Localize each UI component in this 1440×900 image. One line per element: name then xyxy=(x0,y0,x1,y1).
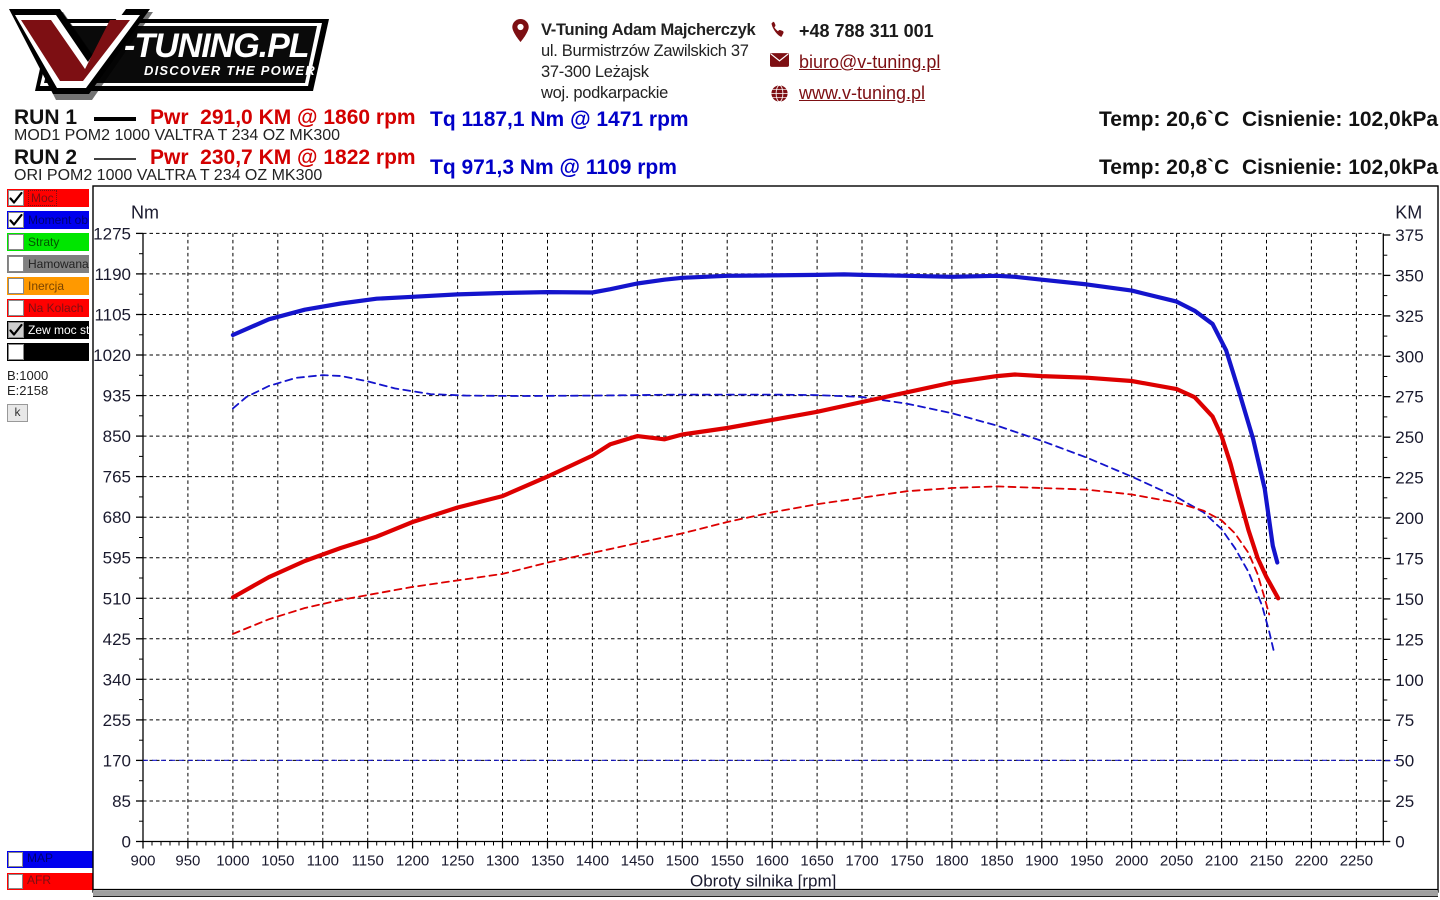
svg-text:275: 275 xyxy=(1395,388,1423,407)
svg-text:1350: 1350 xyxy=(531,853,564,870)
svg-text:1020: 1020 xyxy=(93,346,131,365)
svg-text:1400: 1400 xyxy=(576,853,609,870)
svg-text:425: 425 xyxy=(103,630,131,649)
svg-text:1150: 1150 xyxy=(352,853,384,870)
svg-text:150: 150 xyxy=(1395,590,1423,609)
svg-text:300: 300 xyxy=(1395,347,1423,366)
svg-text:Obroty silnika [rpm]: Obroty silnika [rpm] xyxy=(690,872,836,891)
svg-text:1050: 1050 xyxy=(261,853,294,870)
svg-text:225: 225 xyxy=(1395,469,1423,488)
svg-text:340: 340 xyxy=(103,670,131,689)
svg-text:50: 50 xyxy=(1395,752,1414,771)
svg-text:1000: 1000 xyxy=(216,853,249,870)
svg-text:595: 595 xyxy=(103,549,131,568)
svg-text:2100: 2100 xyxy=(1205,853,1238,870)
svg-text:1750: 1750 xyxy=(890,853,923,870)
svg-text:1550: 1550 xyxy=(711,853,744,870)
svg-text:1200: 1200 xyxy=(396,853,429,870)
svg-text:1650: 1650 xyxy=(800,853,833,870)
svg-text:25: 25 xyxy=(1395,792,1414,811)
svg-text:1800: 1800 xyxy=(935,853,968,870)
svg-text:2200: 2200 xyxy=(1295,853,1328,870)
svg-text:850: 850 xyxy=(103,427,131,446)
svg-text:100: 100 xyxy=(1395,671,1423,690)
svg-text:510: 510 xyxy=(103,589,131,608)
svg-text:Nm: Nm xyxy=(131,202,159,222)
svg-text:2150: 2150 xyxy=(1250,853,1283,870)
svg-text:170: 170 xyxy=(103,751,131,770)
svg-text:1275: 1275 xyxy=(93,224,131,243)
svg-text:1900: 1900 xyxy=(1025,853,1058,870)
svg-text:1190: 1190 xyxy=(94,265,131,284)
svg-text:85: 85 xyxy=(112,792,131,811)
svg-text:935: 935 xyxy=(103,387,131,406)
svg-text:1300: 1300 xyxy=(486,853,519,870)
svg-text:325: 325 xyxy=(1395,307,1423,326)
svg-text:350: 350 xyxy=(1395,266,1423,285)
svg-text:1250: 1250 xyxy=(441,853,474,870)
svg-text:175: 175 xyxy=(1395,550,1423,569)
svg-text:2250: 2250 xyxy=(1340,853,1373,870)
svg-text:1105: 1105 xyxy=(94,306,131,325)
svg-text:950: 950 xyxy=(175,853,200,870)
svg-text:1700: 1700 xyxy=(845,853,878,870)
svg-text:250: 250 xyxy=(1395,428,1423,447)
svg-text:75: 75 xyxy=(1395,711,1414,730)
svg-text:375: 375 xyxy=(1395,226,1423,245)
svg-text:1100: 1100 xyxy=(307,853,339,870)
svg-text:255: 255 xyxy=(103,711,131,730)
svg-text:1850: 1850 xyxy=(980,853,1013,870)
svg-text:900: 900 xyxy=(130,853,155,870)
svg-text:200: 200 xyxy=(1395,509,1423,528)
svg-text:680: 680 xyxy=(103,508,131,527)
svg-text:2050: 2050 xyxy=(1160,853,1193,870)
svg-text:0: 0 xyxy=(1395,833,1404,852)
svg-text:1600: 1600 xyxy=(756,853,789,870)
svg-text:1450: 1450 xyxy=(621,853,654,870)
svg-text:KM: KM xyxy=(1395,202,1422,222)
svg-text:0: 0 xyxy=(122,833,131,852)
svg-text:765: 765 xyxy=(103,468,131,487)
svg-text:1500: 1500 xyxy=(666,853,699,870)
svg-text:2000: 2000 xyxy=(1115,853,1148,870)
svg-text:1950: 1950 xyxy=(1070,853,1103,870)
svg-text:125: 125 xyxy=(1395,630,1423,649)
